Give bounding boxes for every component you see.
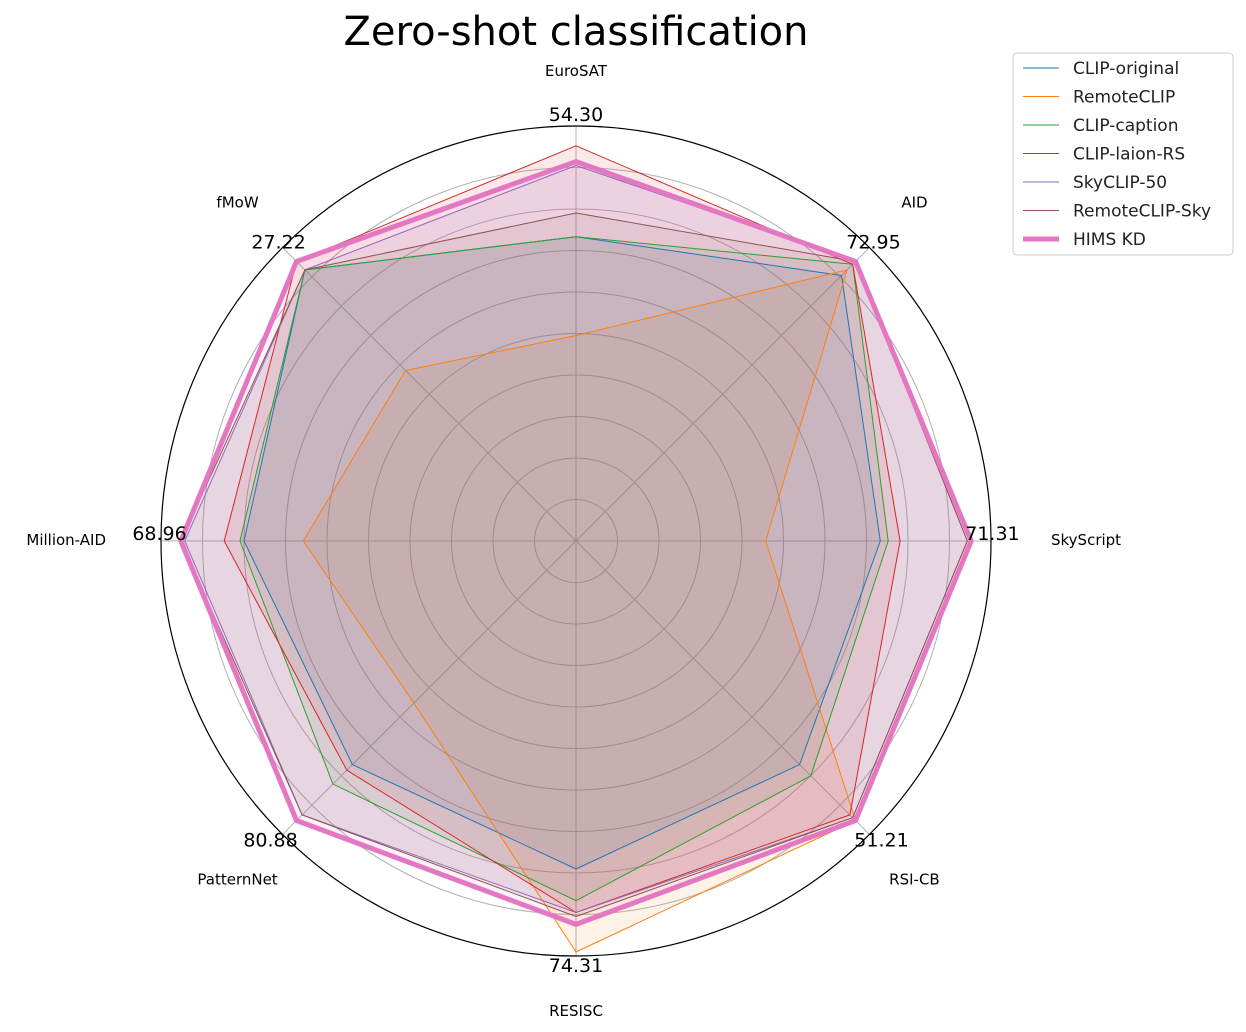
axis-max-label-patternnet: 80.88 [243,829,297,851]
legend-label-skyclip-50: SkyCLIP-50 [1073,173,1167,193]
series-fill-clip-original [244,236,881,869]
axis-label-aid: AID [901,194,927,212]
grid-spoke [282,540,577,835]
axis-label-rsi-cb: RSI-CB [889,870,940,888]
series-fill-clip-laion-rs [224,145,901,913]
legend-label-clip-caption: CLIP-caption [1073,116,1179,136]
series-line-clip-original [243,236,881,870]
axis-max-label-resisc: 74.31 [549,955,603,977]
legend-label-remoteclip: RemoteCLIP [1073,88,1175,108]
axis-max-label-million-aid: 68.96 [132,523,186,545]
axis-label-fmow: fMoW [216,194,258,212]
series-lines [178,145,974,953]
axis-max-label-rsi-cb: 51.21 [854,829,908,851]
axis-max-label-eurosat: 54.30 [549,104,603,126]
legend: CLIP-original RemoteCLIP CLIP-caption CLIP-… [1012,52,1234,256]
grid-spoke [282,247,577,542]
legend-box [1012,52,1234,256]
axis-label-million-aid: Million-AID [26,531,106,549]
axis-max-label-aid: 72.95 [846,232,900,254]
legend-label-clip-laion-rs: CLIP-laion-RS [1073,145,1185,165]
series-fill-clip-caption [240,236,889,901]
radar-grid [160,125,992,957]
series-fill-hims-kd [180,161,972,925]
series-fill-remoteclip [303,269,856,952]
series-line-remoteclip [302,269,856,953]
legend-label-hims-kd: HIMS KD [1073,230,1146,250]
axis-max-label-fmow: 27.22 [251,232,305,254]
legend-label-remoteclip-sky: RemoteCLIP-Sky [1073,202,1211,222]
legend-label-clip-original: CLIP-original [1073,59,1179,79]
axis-label-resisc: RESISC [549,1002,603,1020]
series-line-clip-caption [239,236,889,902]
axis-label-eurosat: EuroSAT [545,62,608,80]
grid-spoke [575,247,870,542]
grid-spoke [575,540,870,835]
series-fills [180,145,972,952]
axis-max-label-skyscript: 71.31 [965,523,1019,545]
series-fill-remoteclip-sky [180,213,968,917]
axis-label-skyscript: SkyScript [1051,531,1121,549]
axis-label-patternnet: PatternNet [197,870,277,888]
series-line-hims-kd [178,159,974,927]
series-fill-skyclip-50 [184,165,968,913]
outer-frame [160,125,992,957]
axis-labels: EuroSAT 54.30 AID 72.95 SkyScript 71.31 RSI-CB… [26,62,1121,1020]
chart-title: Zero-shot classification [343,9,808,55]
